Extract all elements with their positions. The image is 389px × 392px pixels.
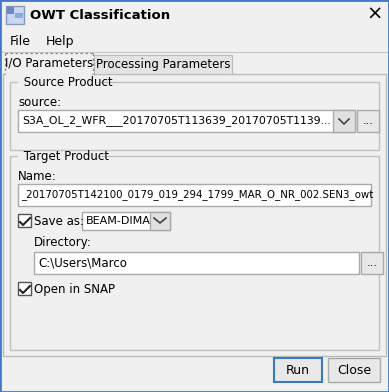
Text: ...: ... xyxy=(366,258,377,268)
Bar xyxy=(82,212,170,230)
Text: I/O Parameters: I/O Parameters xyxy=(5,56,93,69)
Text: Target Product: Target Product xyxy=(20,149,113,163)
Text: S3A_OL_2_WFR___20170705T113639_20170705T1139...: S3A_OL_2_WFR___20170705T113639_20170705T… xyxy=(22,116,331,127)
Bar xyxy=(2,2,387,30)
Bar xyxy=(361,252,383,274)
Text: C:\Users\Marco: C:\Users\Marco xyxy=(38,256,127,270)
Bar xyxy=(357,110,379,132)
Text: Processing Parameters: Processing Parameters xyxy=(96,58,230,71)
Text: OWT Classification: OWT Classification xyxy=(30,9,170,22)
Text: Close: Close xyxy=(337,363,371,376)
Bar xyxy=(94,55,232,74)
Text: Help: Help xyxy=(46,34,75,47)
Text: Directory:: Directory: xyxy=(34,236,92,249)
Text: Name:: Name: xyxy=(18,170,57,183)
Bar xyxy=(18,214,31,227)
Bar xyxy=(2,30,387,52)
Bar xyxy=(18,81,100,84)
Text: Save as:: Save as: xyxy=(34,214,84,227)
Bar xyxy=(333,110,355,132)
Bar xyxy=(150,212,170,230)
Text: _20170705T142100_0179_019_294_1799_MAR_O_NR_002.SEN3_owt: _20170705T142100_0179_019_294_1799_MAR_O… xyxy=(21,190,373,200)
Bar xyxy=(18,282,31,295)
Bar xyxy=(5,53,93,74)
Text: Source Product: Source Product xyxy=(20,76,116,89)
Bar xyxy=(15,13,23,18)
Bar xyxy=(7,7,14,14)
Bar xyxy=(10,82,379,150)
Bar xyxy=(10,156,379,350)
Text: File: File xyxy=(10,34,31,47)
Text: ...: ... xyxy=(363,116,373,126)
Bar xyxy=(328,358,380,382)
Text: BEAM-DIMAP: BEAM-DIMAP xyxy=(86,216,158,226)
Bar xyxy=(3,74,386,356)
Text: ×: × xyxy=(367,4,383,24)
Text: source:: source: xyxy=(18,96,61,109)
Bar xyxy=(274,358,322,382)
Bar xyxy=(6,73,92,76)
Text: Run: Run xyxy=(286,363,310,376)
Bar xyxy=(34,252,359,274)
Bar xyxy=(18,155,98,158)
Text: Open in SNAP: Open in SNAP xyxy=(34,283,115,296)
Bar xyxy=(18,110,355,132)
Bar xyxy=(6,6,24,24)
Bar xyxy=(18,184,371,206)
